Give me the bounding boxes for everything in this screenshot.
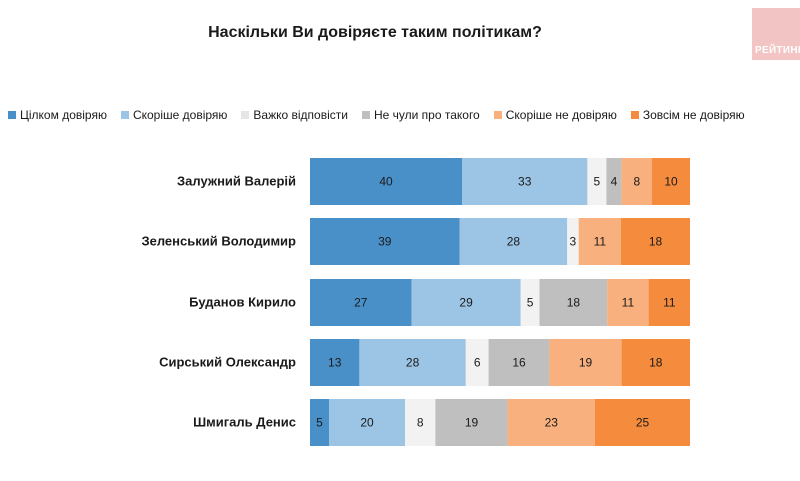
legend-label: Скоріше довіряю	[132, 108, 228, 122]
data-label: 19	[465, 416, 479, 430]
legend-swatch	[8, 111, 16, 119]
bar-segment	[465, 339, 489, 386]
legend-item-4: Скоріше не довіряю	[493, 108, 617, 122]
data-label: 18	[649, 235, 663, 249]
legend-label: Цілком довіряю	[20, 108, 107, 122]
data-label: 28	[507, 235, 521, 249]
chart-title: Наскільки Ви довіряєте таким політикам?	[208, 24, 542, 41]
bar-segment	[578, 218, 621, 265]
data-label: 20	[360, 416, 374, 430]
chart-legend: Цілком довіряю Скоріше довіряю Важко відпо…	[8, 108, 745, 122]
legend-label: Не чули про такого	[373, 108, 480, 122]
data-label: 13	[328, 356, 342, 370]
bar-segment	[652, 158, 690, 205]
bar-segment	[310, 279, 412, 326]
data-label: 8	[417, 416, 424, 430]
bar-segment	[520, 279, 540, 326]
data-label: 11	[663, 296, 676, 310]
rating-logo: РЕЙТИНГ	[752, 8, 800, 60]
bar-segment	[567, 218, 579, 265]
legend-label: Скоріше не довіряю	[505, 108, 617, 122]
bar-segment	[329, 399, 405, 446]
data-label: 25	[636, 416, 650, 430]
bar-segment	[435, 399, 508, 446]
bar-segment	[620, 218, 690, 265]
legend-item-1: Скоріше довіряю	[120, 108, 228, 122]
bar-segment	[607, 279, 649, 326]
data-label: 3	[570, 235, 577, 249]
bar-segment	[310, 339, 360, 386]
data-label: 18	[649, 356, 663, 370]
legend-label: Важко відповісти	[253, 108, 348, 122]
data-label: 5	[527, 296, 534, 310]
data-label: 6	[474, 356, 481, 370]
category-label: Шмигаль Денис	[193, 415, 296, 430]
bar-segment	[488, 339, 550, 386]
data-label: 19	[579, 356, 593, 370]
category-label: Залужний Валерій	[177, 174, 296, 189]
logo-text: РЕЙТИНГ	[755, 45, 800, 56]
bar-segment	[405, 399, 436, 446]
category-label: Буданов Кирило	[189, 295, 296, 310]
legend-swatch	[241, 111, 250, 119]
data-label: 27	[354, 296, 368, 310]
bar-segment	[310, 399, 329, 446]
legend-item-5: Зовсім не довіряю	[630, 108, 745, 122]
data-label: 28	[406, 356, 420, 370]
data-label: 4	[611, 175, 618, 189]
bar-segment	[359, 339, 466, 386]
bar-segment	[606, 158, 622, 205]
data-label: 29	[459, 296, 473, 310]
bar-segment	[411, 279, 521, 326]
bar-segment	[587, 158, 607, 205]
bar-segment	[621, 158, 652, 205]
category-label: Сирський Олександр	[159, 355, 296, 370]
data-label: 40	[379, 175, 393, 189]
data-label: 5	[594, 175, 601, 189]
bar-segment	[459, 218, 568, 265]
legend-swatch	[630, 111, 639, 119]
bar-segment	[507, 399, 595, 446]
data-label: 23	[545, 416, 559, 430]
category-label: Зеленський Володимир	[141, 234, 296, 249]
bar-segment	[462, 158, 588, 205]
data-label: 18	[567, 296, 581, 310]
legend-item-2: Важко відповісти	[241, 108, 348, 122]
data-label: 10	[664, 175, 678, 189]
legend-item-0: Цілком довіряю	[8, 108, 107, 122]
legend-item-3: Не чули про такого	[361, 108, 480, 122]
data-label: 8	[633, 175, 640, 189]
bar-segment	[595, 399, 690, 446]
bar-segment	[310, 158, 462, 205]
data-label: 39	[378, 235, 392, 249]
bar-segment	[310, 218, 460, 265]
bar-segment	[648, 279, 690, 326]
legend-swatch	[120, 111, 129, 119]
legend-swatch	[361, 111, 370, 119]
bar-segment	[621, 339, 690, 386]
bar-segment	[549, 339, 622, 386]
bar-segment	[539, 279, 608, 326]
data-label: 5	[316, 416, 323, 430]
legend-label: Зовсім не довіряю	[642, 108, 745, 122]
data-label: 11	[594, 235, 607, 249]
data-label: 11	[622, 296, 635, 310]
data-label: 33	[518, 175, 532, 189]
legend-swatch	[493, 111, 502, 119]
data-label: 16	[512, 356, 526, 370]
